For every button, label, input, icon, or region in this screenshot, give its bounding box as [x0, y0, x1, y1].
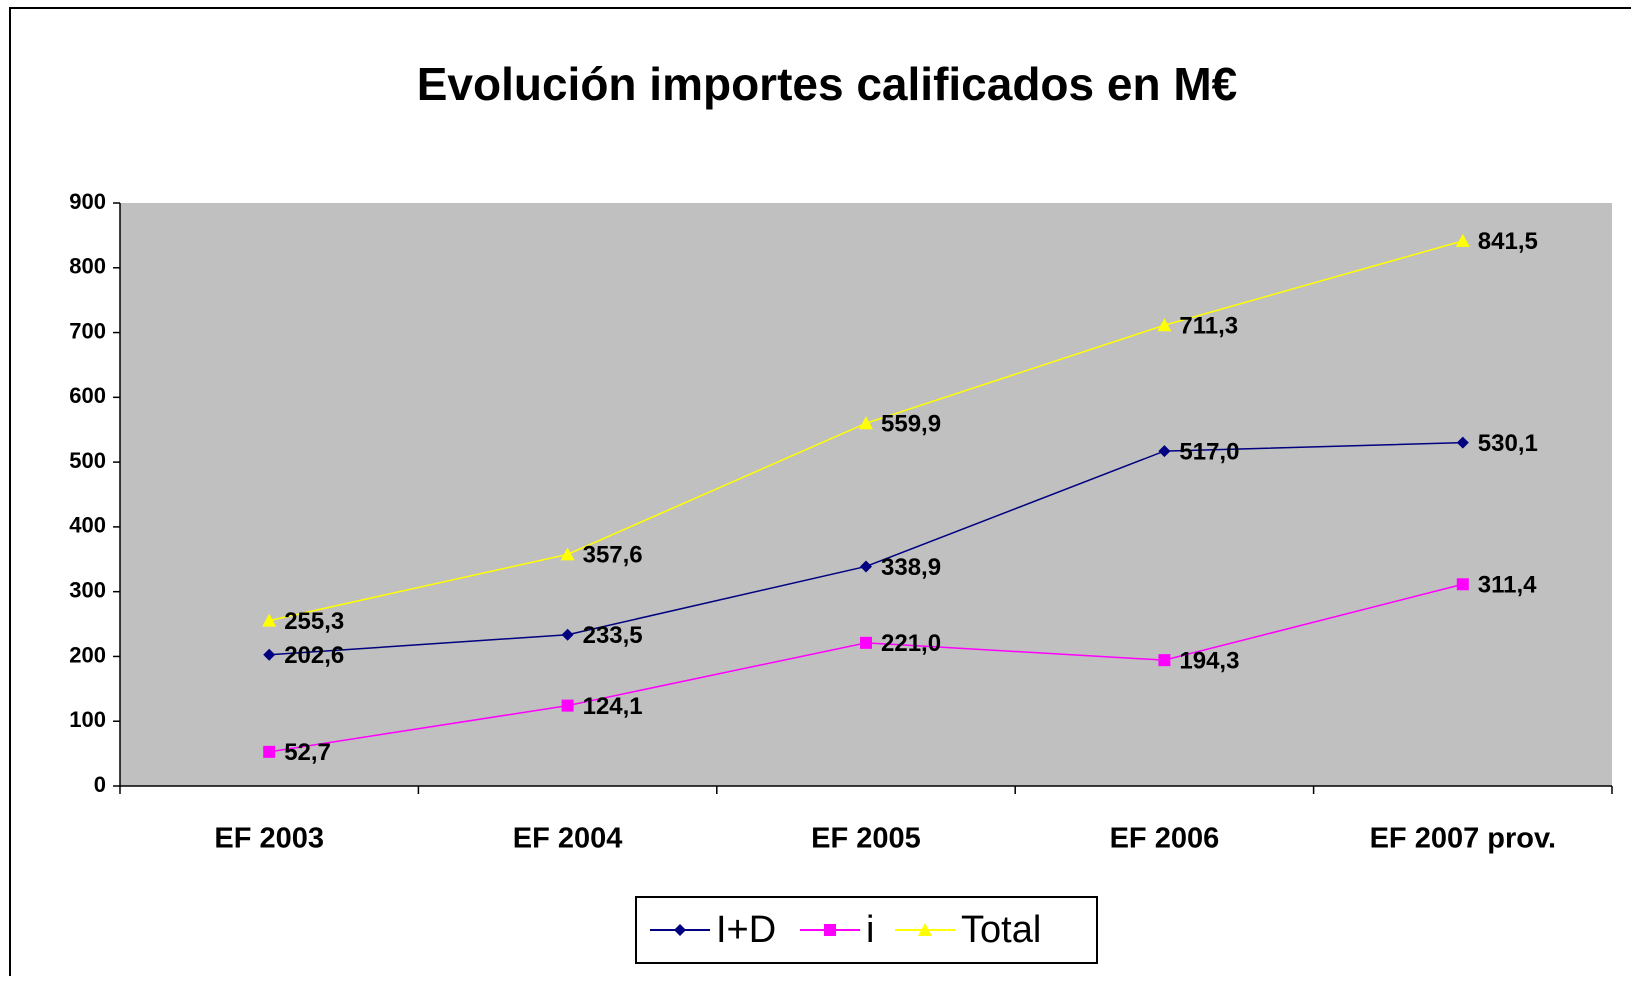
data-label: 711,3	[1179, 313, 1238, 340]
y-tick-label: 400	[69, 513, 106, 538]
data-point	[1158, 654, 1171, 667]
y-tick-label: 600	[69, 383, 106, 408]
plot-area	[120, 203, 1612, 786]
data-label: 255,3	[284, 608, 344, 635]
legend-marker	[918, 923, 932, 936]
x-tick-label: EF 2005	[811, 823, 921, 855]
data-label: 311,4	[1478, 572, 1537, 599]
data-point	[860, 636, 872, 649]
data-point	[263, 648, 276, 661]
y-tick-label: 300	[69, 577, 106, 602]
y-tick-label: 500	[69, 448, 106, 473]
data-label: 357,6	[583, 542, 643, 569]
y-tick-label: 0	[94, 772, 106, 797]
data-point	[1456, 578, 1469, 591]
data-label: 530,1	[1478, 430, 1538, 457]
legend-marker	[824, 924, 836, 936]
chart-title: Evolución importes calificados en M€	[417, 58, 1238, 110]
legend-label: Total	[961, 909, 1041, 951]
data-point	[1158, 445, 1171, 458]
data-label: 559,9	[881, 411, 941, 438]
data-label: 124,1	[583, 693, 643, 720]
legend-label: i	[866, 909, 874, 951]
x-tick-label: EF 2004	[513, 823, 623, 855]
data-point	[560, 547, 575, 561]
data-label: 338,9	[881, 554, 941, 581]
data-point	[263, 745, 276, 758]
data-label: 52,7	[284, 739, 331, 766]
x-tick-label: EF 2007 prov.	[1370, 823, 1556, 855]
data-label: 194,3	[1179, 647, 1239, 674]
y-tick-label: 900	[69, 189, 106, 214]
y-tick-label: 100	[69, 707, 106, 732]
x-tick-label: EF 2003	[214, 823, 324, 855]
x-tick-label: EF 2006	[1110, 823, 1220, 855]
data-label: 517,0	[1179, 438, 1239, 465]
data-label: 221,0	[881, 630, 941, 657]
data-label: 841,5	[1478, 228, 1538, 255]
data-point	[561, 699, 574, 712]
y-tick-label: 800	[69, 254, 106, 279]
y-tick-label: 700	[69, 318, 106, 343]
legend-marker	[674, 924, 686, 936]
data-label: 233,5	[583, 622, 643, 649]
legend-label: I+D	[716, 909, 776, 951]
data-point	[860, 560, 872, 573]
data-point	[561, 628, 574, 641]
data-point	[1455, 233, 1470, 247]
data-point	[1456, 436, 1469, 449]
data-point	[859, 416, 873, 430]
data-point	[262, 613, 277, 627]
y-tick-label: 200	[69, 642, 106, 667]
data-point	[1157, 318, 1172, 332]
legend	[635, 896, 1098, 964]
data-label: 202,6	[284, 642, 344, 669]
